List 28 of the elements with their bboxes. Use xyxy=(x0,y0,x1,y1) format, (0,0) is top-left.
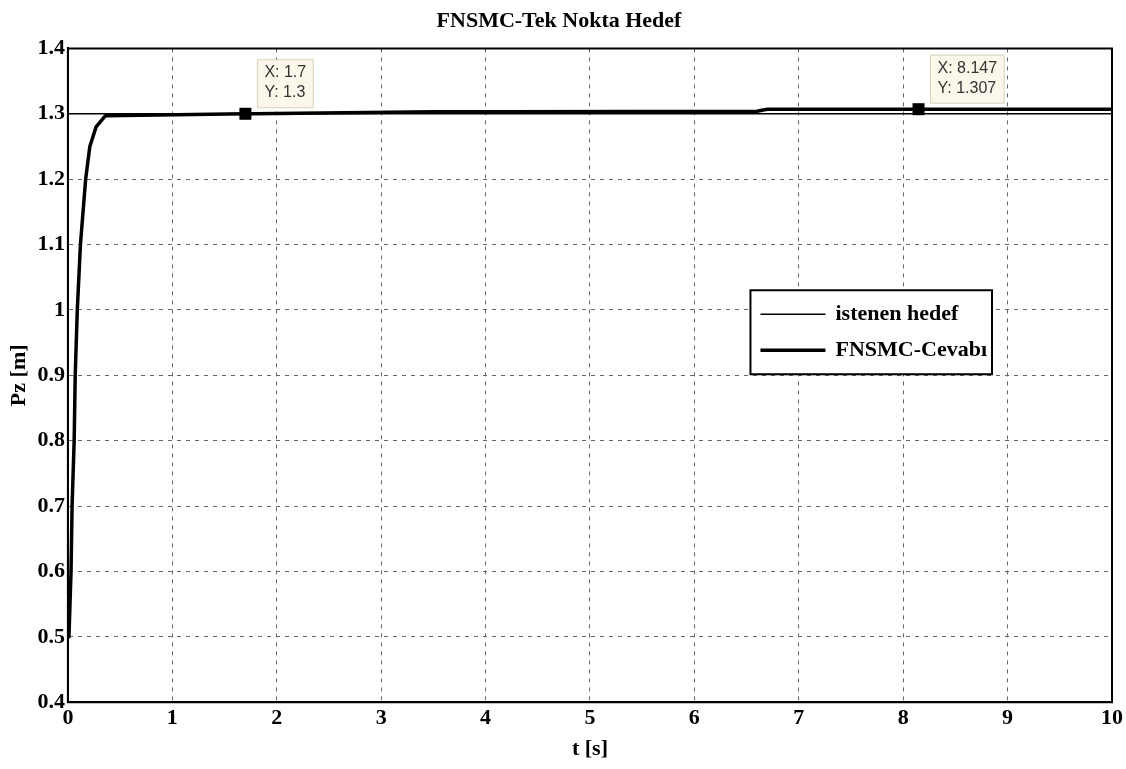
x-axis-title: t [s] xyxy=(571,735,608,761)
y-tick-label: 1.4 xyxy=(37,34,65,60)
x-tick-label: 3 xyxy=(375,704,387,730)
annotation: X: 8.147 Y: 1.307 xyxy=(937,58,998,96)
y-tick-label: 0.9 xyxy=(37,360,65,386)
legend-label: istenen hedef xyxy=(835,299,959,325)
x-tick-label: 9 xyxy=(1002,704,1014,730)
x-tick-label: 8 xyxy=(897,704,909,730)
y-axis-title: Pz [m] xyxy=(4,344,30,407)
y-tick-label: 0.7 xyxy=(37,491,65,517)
x-tick-label: 1 xyxy=(166,704,178,730)
y-tick-label: 1.1 xyxy=(37,230,65,256)
x-tick-label: 10 xyxy=(1101,704,1123,730)
y-tick-label: 0.8 xyxy=(37,426,65,452)
x-tick-label: 2 xyxy=(271,704,283,730)
y-tick-label: 1 xyxy=(53,295,65,321)
y-tick-label: 0.5 xyxy=(37,622,65,648)
x-tick-label: 6 xyxy=(688,704,700,730)
x-tick-label: 7 xyxy=(793,704,805,730)
y-tick-label: 0.4 xyxy=(37,687,65,713)
y-tick-label: 1.2 xyxy=(37,164,65,190)
legend-label: FNSMC-Cevabı xyxy=(835,335,988,361)
annotation: X: 1.7 Y: 1.3 xyxy=(264,63,307,101)
x-tick-label: 4 xyxy=(480,704,492,730)
y-tick-label: 1.3 xyxy=(37,99,65,125)
y-tick-label: 0.6 xyxy=(37,557,65,583)
chart-title: FNSMC-Tek Nokta Hedef xyxy=(436,6,683,32)
x-tick-label: 5 xyxy=(584,704,596,730)
